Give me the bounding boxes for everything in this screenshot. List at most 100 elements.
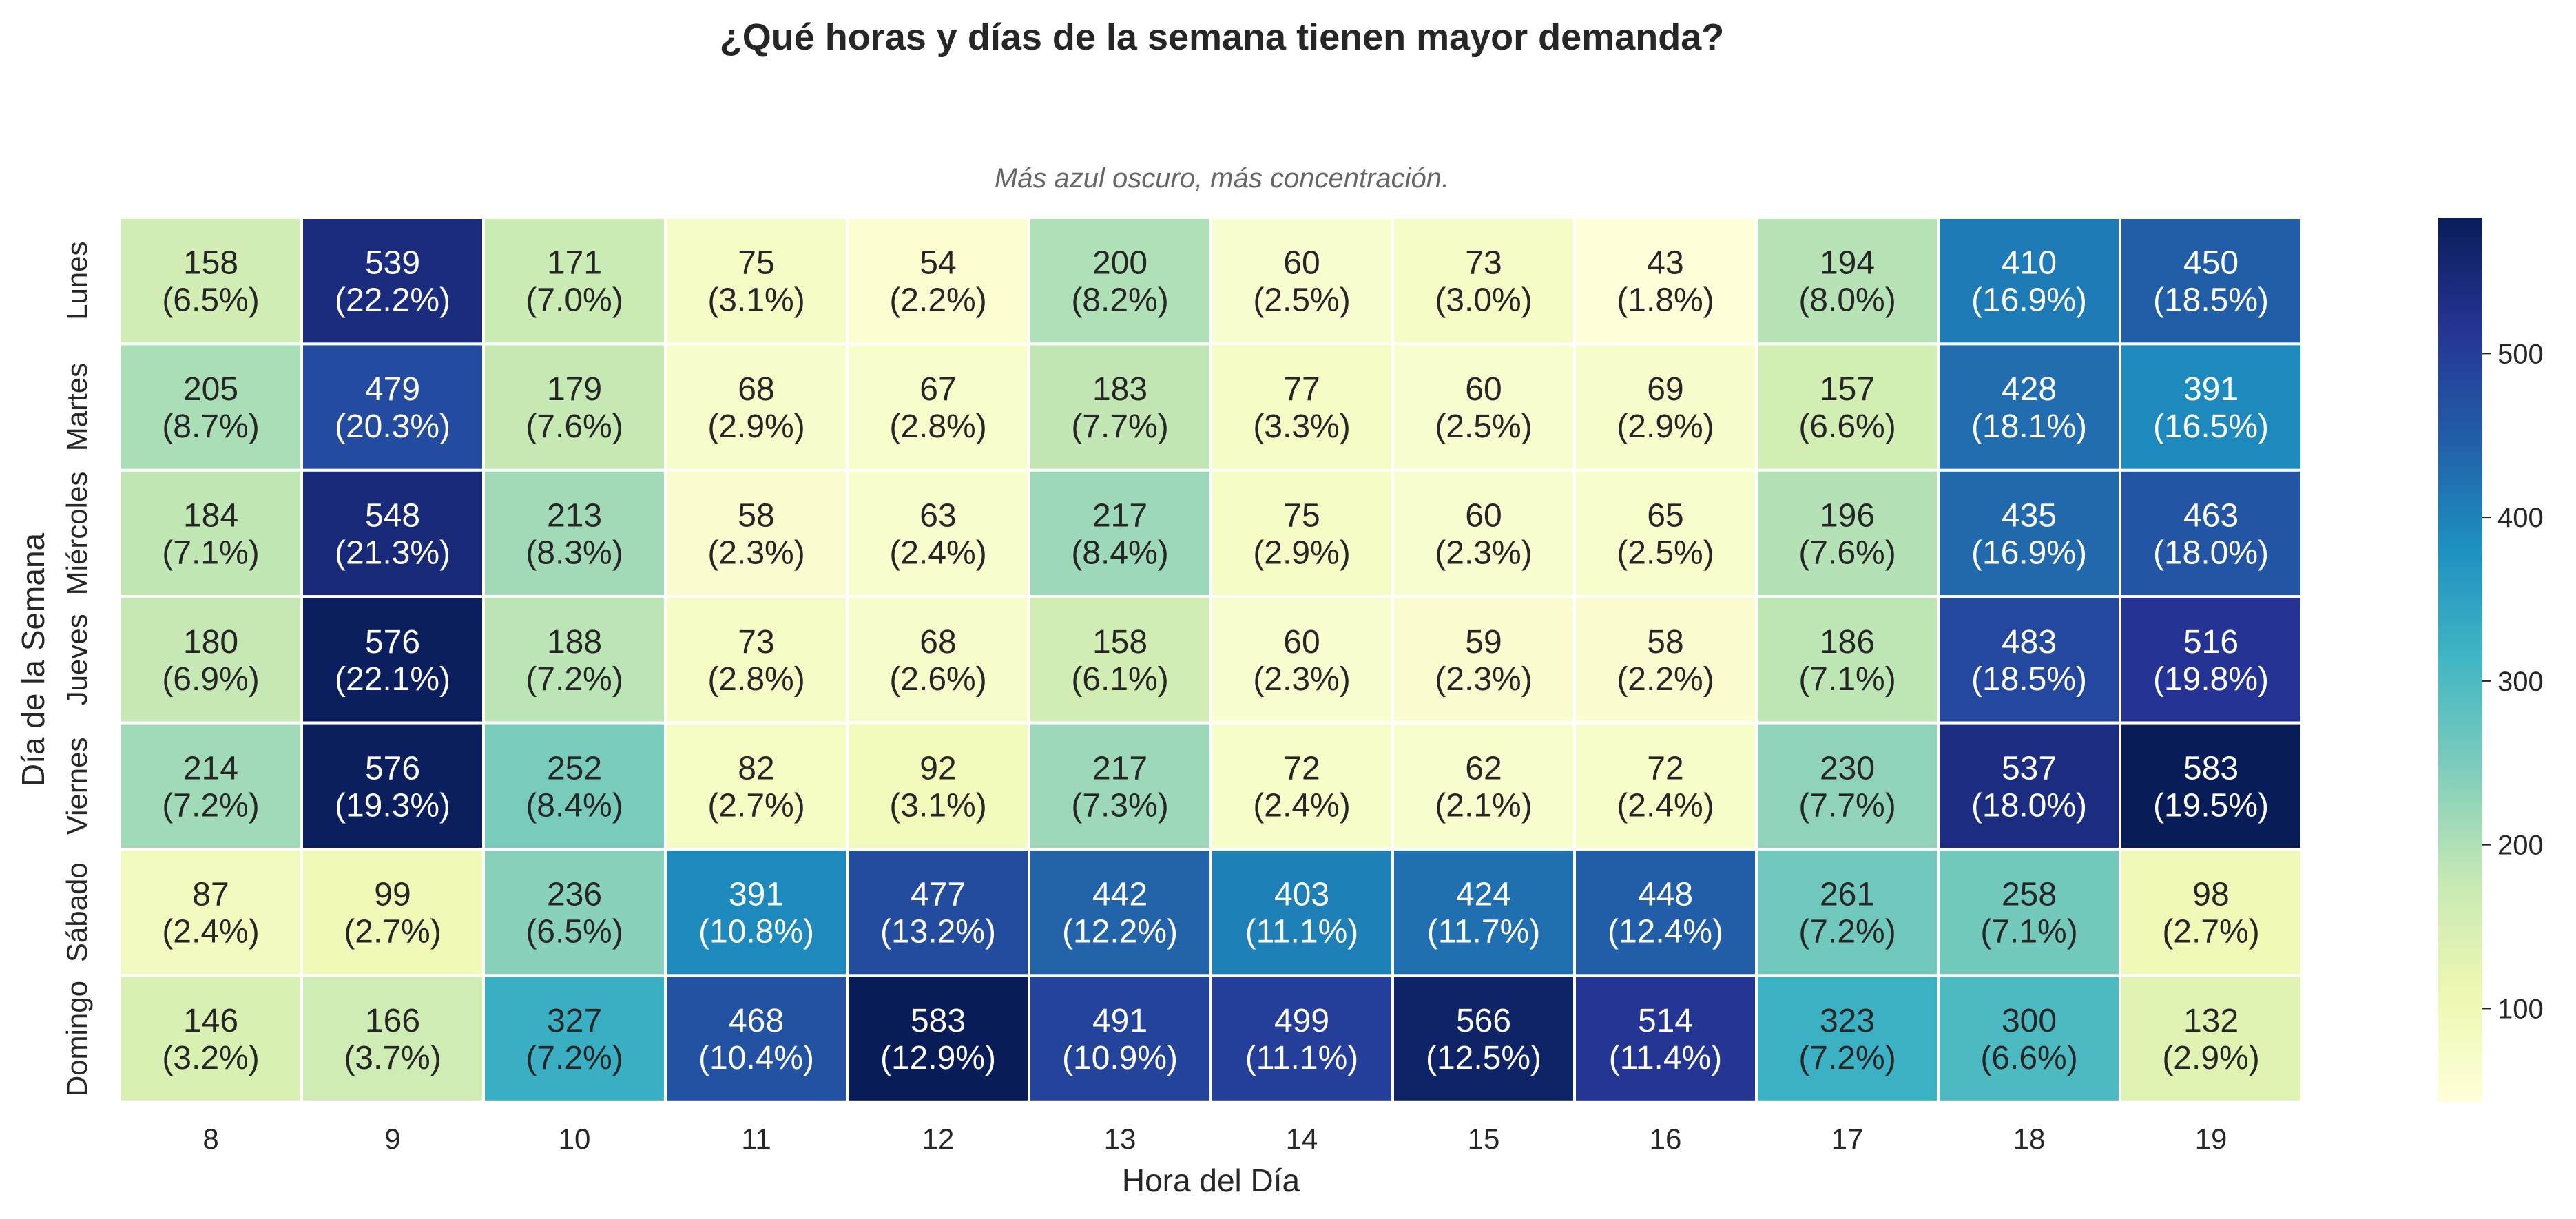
cell-value-label: 73 (738, 624, 774, 660)
cell-percent-label: (19.3%) (335, 787, 450, 824)
x-tick-label: 8 (202, 1123, 218, 1155)
cell-percent-label: (7.2%) (162, 787, 259, 824)
heatmap-cell (1755, 216, 1940, 346)
cell-percent-label: (2.6%) (889, 661, 986, 698)
cell-percent-label: (2.2%) (1617, 661, 1714, 698)
cell-value-label: 60 (1283, 624, 1320, 660)
chart-title: ¿Qué horas y días de la semana tienen ma… (720, 17, 1725, 58)
cell-value-label: 539 (365, 245, 420, 282)
heatmap-cell (664, 468, 849, 598)
cell-percent-label: (12.2%) (1062, 914, 1178, 950)
heatmap-cell (1028, 721, 1212, 851)
cell-percent-label: (2.8%) (707, 661, 804, 698)
cell-percent-label: (16.5%) (2153, 408, 2269, 445)
heatmap-cell (1755, 974, 1940, 1103)
cell-value-label: 68 (920, 624, 956, 660)
cell-value-label: 477 (911, 877, 966, 913)
heatmap-cell (482, 721, 667, 851)
x-tick-label: 15 (1468, 1123, 1500, 1155)
cell-percent-label: (22.1%) (335, 661, 450, 698)
heatmap-cell (664, 342, 849, 472)
heatmap-cell (1028, 974, 1212, 1103)
cell-percent-label: (2.9%) (1617, 408, 1714, 445)
heatmap-cell (1937, 595, 2121, 725)
cell-percent-label: (7.1%) (162, 535, 259, 572)
cell-percent-label: (3.1%) (889, 787, 986, 824)
cell-percent-label: (18.5%) (2153, 282, 2269, 319)
heatmap-cell (1755, 342, 1940, 472)
cell-value-label: 205 (183, 371, 238, 408)
cell-value-label: 516 (2183, 624, 2239, 660)
cell-value-label: 98 (2192, 877, 2229, 913)
chart-subtitle: Más azul oscuro, más concentración. (995, 163, 1449, 194)
cell-value-label: 68 (738, 371, 774, 408)
cell-value-label: 58 (738, 498, 774, 534)
cell-value-label: 60 (1283, 245, 1320, 282)
heatmap-cell (300, 974, 485, 1103)
cell-value-label: 442 (1092, 877, 1147, 913)
cell-value-label: 576 (365, 624, 420, 660)
cell-value-label: 483 (2002, 624, 2057, 660)
cell-value-label: 60 (1465, 371, 1502, 408)
colorbar-tick-label: 300 (2497, 667, 2544, 697)
cell-percent-label: (2.1%) (1435, 787, 1532, 824)
cell-value-label: 258 (2002, 877, 2057, 913)
heatmap-cell (300, 721, 485, 851)
x-tick-label: 12 (922, 1123, 955, 1155)
cell-value-label: 194 (1820, 245, 1875, 282)
heatmap-cell (482, 595, 667, 725)
heatmap-cell (1937, 974, 2121, 1103)
cell-percent-label: (2.3%) (1435, 535, 1532, 572)
cell-value-label: 403 (1274, 877, 1329, 913)
cell-percent-label: (2.4%) (889, 535, 986, 572)
cell-percent-label: (8.0%) (1798, 282, 1895, 319)
heatmap-cell (2119, 974, 2303, 1103)
heatmap-cell (2119, 216, 2303, 346)
heatmap-cell (482, 468, 667, 598)
cell-percent-label: (7.1%) (1980, 914, 2077, 950)
cell-value-label: 75 (738, 245, 774, 282)
cell-percent-label: (2.5%) (1435, 408, 1532, 445)
cell-value-label: 186 (1820, 624, 1875, 660)
colorbar-ticks: 100 200 300 400 500 (2482, 339, 2544, 1024)
heatmap-cell (118, 595, 303, 725)
cell-percent-label: (3.7%) (344, 1040, 441, 1076)
heatmap-cell (664, 848, 849, 977)
cell-value-label: 62 (1465, 750, 1502, 786)
cell-value-label: 65 (1647, 498, 1683, 534)
heatmap-cell (846, 468, 1030, 598)
heatmap-cell (1028, 342, 1212, 472)
cell-percent-label: (13.2%) (880, 914, 996, 950)
heatmap-cell (1391, 721, 1576, 851)
cell-percent-label: (2.4%) (162, 914, 259, 950)
y-tick-label: Miércoles (61, 472, 93, 596)
x-axis-label: Hora del Día (1122, 1163, 1300, 1198)
cell-value-label: 435 (2002, 498, 2057, 534)
cell-value-label: 514 (1638, 1003, 1693, 1039)
cell-percent-label: (2.2%) (889, 282, 986, 319)
cell-value-label: 576 (365, 750, 420, 786)
y-tick-label: Jueves (61, 614, 93, 705)
heatmap-cell (118, 216, 303, 346)
heatmap-cell (1209, 595, 1394, 725)
cell-value-label: 583 (2183, 750, 2239, 786)
cell-value-label: 72 (1647, 750, 1683, 786)
heatmap-cell (1937, 342, 2121, 472)
cell-percent-label: (3.1%) (707, 282, 804, 319)
cell-percent-label: (7.2%) (1798, 914, 1895, 950)
cell-value-label: 323 (1820, 1003, 1875, 1039)
cell-percent-label: (6.9%) (162, 661, 259, 698)
cell-percent-label: (20.3%) (335, 408, 450, 445)
cell-percent-label: (2.7%) (2162, 914, 2259, 950)
cell-percent-label: (11.7%) (1427, 914, 1541, 950)
cell-percent-label: (6.5%) (526, 914, 623, 950)
heatmap-cell (118, 848, 303, 977)
heatmap-cell (664, 974, 849, 1103)
cell-value-label: 300 (2002, 1003, 2057, 1039)
cell-value-label: 67 (920, 371, 956, 408)
cell-percent-label: (6.5%) (162, 282, 259, 319)
heatmap-cell (1209, 468, 1394, 598)
cell-percent-label: (21.3%) (335, 535, 450, 572)
heatmap-cell (846, 721, 1030, 851)
cell-percent-label: (8.7%) (162, 408, 259, 445)
